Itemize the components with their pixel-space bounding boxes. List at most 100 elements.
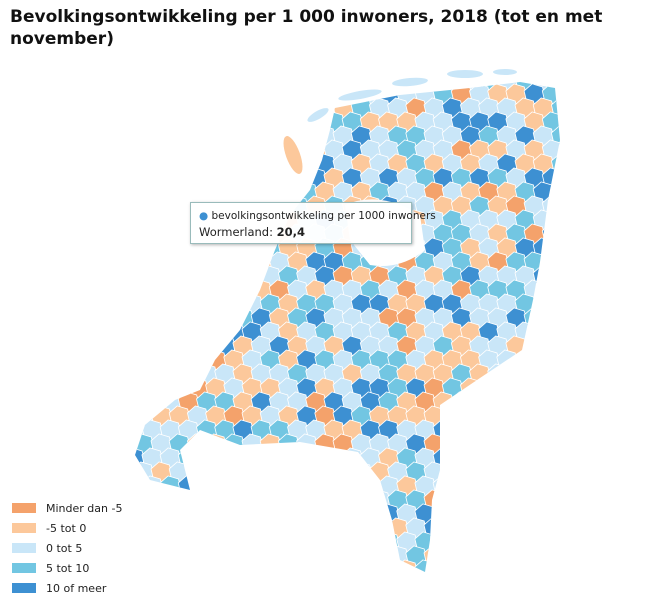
municipality bbox=[186, 97, 209, 119]
municipality bbox=[135, 545, 155, 567]
municipality bbox=[624, 210, 645, 230]
municipality bbox=[168, 153, 191, 175]
municipality bbox=[624, 294, 645, 314]
legend-item: 0 tot 5 bbox=[12, 538, 122, 558]
municipality bbox=[642, 350, 647, 370]
wadden-islands bbox=[283, 69, 517, 174]
municipality bbox=[135, 209, 136, 231]
municipality bbox=[615, 392, 636, 412]
municipality bbox=[141, 111, 164, 133]
municipality bbox=[633, 336, 647, 356]
municipality bbox=[350, 82, 373, 91]
municipality bbox=[597, 476, 618, 496]
municipality bbox=[205, 181, 227, 203]
municipality bbox=[214, 307, 236, 329]
municipality bbox=[570, 434, 591, 454]
municipality bbox=[135, 97, 136, 119]
municipality bbox=[588, 462, 609, 482]
island bbox=[447, 70, 483, 78]
municipality bbox=[532, 349, 555, 371]
municipality bbox=[441, 405, 464, 427]
municipality bbox=[541, 335, 560, 357]
municipality bbox=[579, 336, 600, 356]
municipality bbox=[250, 83, 273, 105]
municipality bbox=[205, 321, 227, 343]
municipality bbox=[177, 251, 200, 273]
municipality bbox=[287, 531, 309, 553]
municipality bbox=[606, 266, 627, 286]
municipality bbox=[323, 531, 346, 553]
municipality bbox=[532, 433, 555, 455]
municipality bbox=[615, 420, 636, 440]
municipality bbox=[259, 461, 282, 483]
municipality bbox=[642, 294, 647, 314]
municipality bbox=[150, 265, 173, 287]
municipality bbox=[277, 517, 300, 539]
municipality bbox=[570, 518, 591, 538]
municipality bbox=[606, 126, 627, 146]
municipality bbox=[323, 559, 346, 572]
municipality bbox=[214, 251, 236, 273]
municipality bbox=[615, 252, 636, 272]
municipality bbox=[633, 560, 647, 580]
municipality bbox=[541, 223, 560, 245]
municipality bbox=[642, 70, 647, 90]
municipality bbox=[642, 462, 647, 482]
municipality bbox=[250, 111, 273, 133]
municipality bbox=[205, 461, 227, 483]
municipality bbox=[624, 518, 645, 538]
municipality bbox=[570, 70, 591, 90]
municipality bbox=[469, 475, 491, 497]
municipality bbox=[135, 237, 155, 259]
municipality bbox=[150, 545, 173, 567]
municipality bbox=[159, 111, 182, 133]
municipality bbox=[532, 321, 555, 343]
municipality bbox=[561, 196, 582, 216]
municipality bbox=[642, 406, 647, 426]
municipality bbox=[241, 181, 264, 203]
municipality bbox=[606, 350, 627, 370]
municipality bbox=[633, 532, 647, 552]
municipality bbox=[250, 559, 273, 572]
municipality bbox=[135, 293, 155, 315]
municipality bbox=[550, 265, 560, 287]
municipality bbox=[570, 546, 591, 566]
municipality bbox=[141, 503, 164, 525]
municipality bbox=[135, 82, 136, 91]
municipality bbox=[633, 448, 647, 468]
municipality bbox=[135, 349, 155, 371]
municipality bbox=[141, 251, 164, 273]
municipality bbox=[332, 517, 355, 539]
municipality bbox=[624, 70, 645, 90]
municipality bbox=[135, 559, 145, 572]
municipality bbox=[615, 364, 636, 384]
municipality bbox=[141, 83, 164, 105]
municipality bbox=[597, 504, 618, 524]
municipality bbox=[135, 377, 136, 399]
municipality bbox=[606, 406, 627, 426]
municipality bbox=[168, 237, 191, 259]
municipality bbox=[505, 447, 528, 469]
municipality bbox=[232, 503, 255, 525]
municipality bbox=[532, 461, 555, 483]
municipality bbox=[606, 210, 627, 230]
municipality bbox=[305, 447, 327, 469]
municipality bbox=[624, 378, 645, 398]
municipality bbox=[205, 265, 227, 287]
municipality bbox=[633, 196, 647, 216]
municipality bbox=[597, 392, 618, 412]
municipality bbox=[259, 181, 282, 203]
municipality bbox=[241, 517, 264, 539]
municipality bbox=[561, 392, 582, 412]
municipality bbox=[323, 475, 346, 497]
legend-label: Minder dan -5 bbox=[46, 501, 123, 515]
municipality bbox=[633, 392, 647, 412]
municipality bbox=[441, 461, 464, 483]
municipality bbox=[241, 489, 264, 511]
municipality bbox=[223, 489, 246, 511]
municipality bbox=[287, 475, 309, 497]
island bbox=[493, 69, 517, 75]
municipality bbox=[168, 293, 191, 315]
municipality bbox=[159, 223, 182, 245]
